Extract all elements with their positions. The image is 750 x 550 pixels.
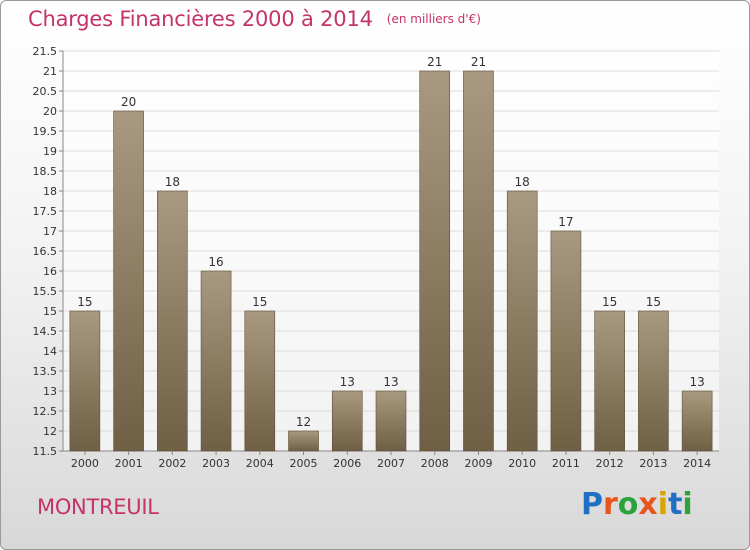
y-tick-label: 12 xyxy=(43,425,57,438)
x-tick-label: 2001 xyxy=(115,457,143,470)
y-tick-label: 15.5 xyxy=(33,285,58,298)
x-tick-label: 2013 xyxy=(639,457,667,470)
bar xyxy=(157,190,188,452)
x-tick-label: 2011 xyxy=(552,457,580,470)
y-tick-label: 14 xyxy=(43,345,57,358)
bar xyxy=(375,390,407,452)
bar xyxy=(681,390,713,452)
data-label: 21 xyxy=(427,55,442,69)
bar xyxy=(506,190,538,452)
x-tick-label: 2005 xyxy=(290,457,318,470)
bar xyxy=(113,110,144,452)
y-tick-label: 15 xyxy=(43,305,57,318)
data-label: 15 xyxy=(602,295,617,309)
logo-letter: o xyxy=(617,487,639,522)
y-tick-label: 21 xyxy=(43,65,57,78)
y-tick-label: 12.5 xyxy=(33,405,58,418)
y-tick-label: 13 xyxy=(43,385,57,398)
y-tick-label: 16 xyxy=(43,265,57,278)
y-tick-label: 19.5 xyxy=(33,125,58,138)
data-label: 13 xyxy=(689,375,704,389)
bar xyxy=(638,310,669,452)
bar xyxy=(244,310,276,452)
bar xyxy=(69,310,101,452)
data-label: 18 xyxy=(165,175,180,189)
data-label: 20 xyxy=(121,95,136,109)
x-tick-label: 2012 xyxy=(596,457,624,470)
y-tick-label: 11.5 xyxy=(33,445,58,458)
chart-title-row: Charges Financières 2000 à 2014 (en milli… xyxy=(28,7,481,31)
data-label: 12 xyxy=(296,415,311,429)
x-tick-label: 2009 xyxy=(464,457,492,470)
logo-letter: i xyxy=(657,487,669,522)
chart-title: Charges Financières 2000 à 2014 xyxy=(28,7,373,31)
y-tick-labels: 11.5 12 12.5 13 13.5 14 14.5 15 15.5 16 16.5 17 17.5… xyxy=(33,45,58,458)
logo-letter: i xyxy=(682,487,693,522)
proxiti-logo[interactable]: Proxiti xyxy=(581,487,693,522)
data-label: 15 xyxy=(252,295,267,309)
x-tick-label: 2007 xyxy=(377,457,405,470)
bar xyxy=(288,430,319,452)
data-label: 16 xyxy=(208,255,223,269)
x-tick-label: 2004 xyxy=(246,457,274,470)
x-tick-label: 2014 xyxy=(683,457,711,470)
y-tick-label: 19 xyxy=(43,145,57,158)
x-tick-label: 2003 xyxy=(202,457,230,470)
bar xyxy=(550,230,582,452)
chart-unit: (en milliers d'€) xyxy=(386,12,481,26)
y-tick-label: 17.5 xyxy=(33,205,58,218)
data-label: 18 xyxy=(515,175,530,189)
logo-letter: r xyxy=(603,487,618,522)
bar xyxy=(331,390,363,452)
bar xyxy=(200,270,232,452)
x-tick-label: 2000 xyxy=(71,457,99,470)
x-tick-label: 2008 xyxy=(421,457,449,470)
data-label: 17 xyxy=(558,215,573,229)
bars xyxy=(69,70,713,452)
logo-letter: P xyxy=(581,487,603,522)
y-tick-label: 17 xyxy=(43,225,57,238)
x-tick-label: 2010 xyxy=(508,457,536,470)
data-label: 15 xyxy=(77,295,92,309)
y-tick-label: 18.5 xyxy=(33,165,58,178)
y-tick-label: 13.5 xyxy=(33,365,58,378)
city-name: MONTREUIL xyxy=(37,495,159,519)
bar xyxy=(594,310,625,452)
y-tick-label: 20.5 xyxy=(33,85,58,98)
bar xyxy=(419,70,451,452)
x-tick-label: 2002 xyxy=(158,457,186,470)
y-tick-label: 18 xyxy=(43,185,57,198)
x-tick-label: 2006 xyxy=(333,457,361,470)
data-label: 13 xyxy=(383,375,398,389)
y-tick-label: 14.5 xyxy=(33,325,58,338)
data-label: 13 xyxy=(340,375,355,389)
y-tick-label: 20 xyxy=(43,105,57,118)
data-label: 15 xyxy=(646,295,661,309)
bar xyxy=(463,70,494,452)
y-tick-label: 21.5 xyxy=(33,45,58,58)
logo-letter: x xyxy=(638,487,658,522)
y-tick-label: 16.5 xyxy=(33,245,58,258)
data-label: 21 xyxy=(471,55,486,69)
logo-letter: t xyxy=(668,487,683,522)
data-labels: 15 20 18 16 15 12 13 13 21 21 18 17 15 15 13 xyxy=(77,55,705,429)
x-tick-labels: 2000 2001 2002 2003 2004 2005 2006 2007 2008 2009… xyxy=(71,451,711,470)
